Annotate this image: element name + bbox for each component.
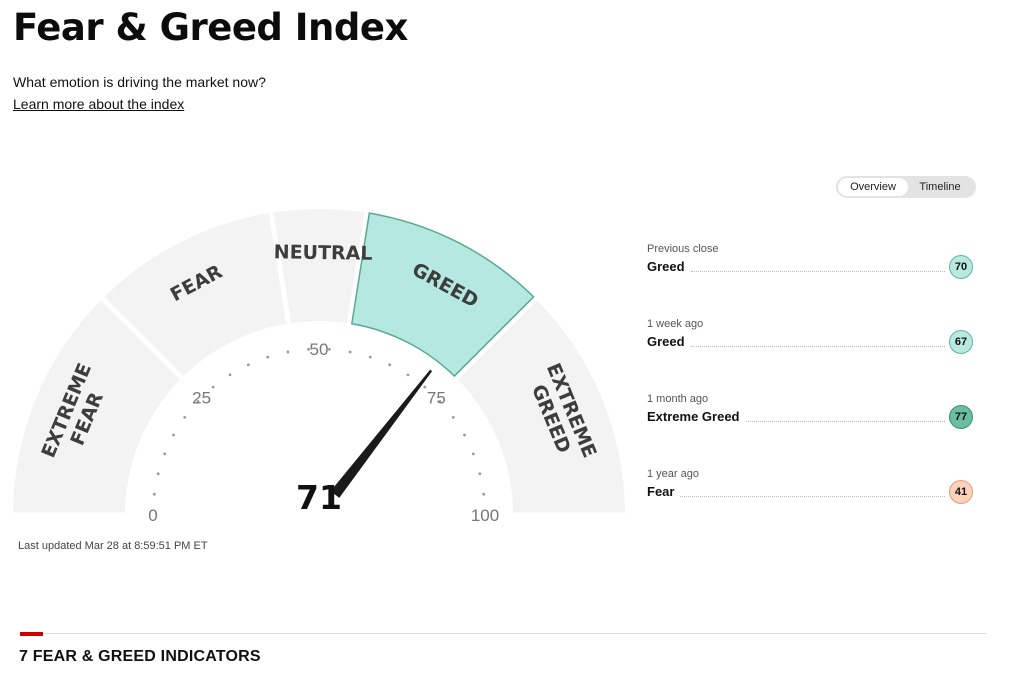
overview-toggle-button[interactable]: Overview xyxy=(838,178,908,196)
gauge-tick-dot xyxy=(451,416,455,419)
last-updated: Last updated Mar 28 at 8:59:51 PM ET xyxy=(18,540,208,552)
gauge-tick-dot xyxy=(463,433,466,437)
gauge-tick-label: 100 xyxy=(471,506,499,525)
gauge-tick-dot xyxy=(172,433,175,437)
gauge-tick-dot xyxy=(266,355,270,359)
page-subtitle: What emotion is driving the market now? xyxy=(13,74,266,90)
gauge-tick-dot xyxy=(228,373,232,377)
history-label: Previous close xyxy=(647,243,719,255)
history-rating: Fear xyxy=(647,484,675,499)
history-leader xyxy=(746,421,945,422)
history-label: 1 month ago xyxy=(647,393,709,405)
gauge-tick-dot xyxy=(471,452,475,456)
history-rating: Greed xyxy=(647,259,685,274)
gauge-tick-dot xyxy=(286,350,290,354)
gauge-tick-label: 25 xyxy=(192,389,211,408)
indicators-section-title: 7 FEAR & GREED INDICATORS xyxy=(19,648,261,665)
gauge-tick-dot xyxy=(348,350,352,354)
history-row-1-year-ago: 1 year ago Fear 41 xyxy=(647,468,977,518)
gauge-zone-greed xyxy=(350,212,535,378)
gauge-zone-extreme-greed xyxy=(457,300,625,513)
gauge-tick-dot xyxy=(196,399,200,403)
history-label: 1 year ago xyxy=(647,468,699,480)
gauge-tick-dot xyxy=(246,363,250,367)
gauge-tick-dot xyxy=(156,472,160,476)
history-leader xyxy=(680,496,945,497)
history-row-previous-close: Previous close Greed 70 xyxy=(647,243,977,293)
history-value-badge: 41 xyxy=(949,480,973,504)
gauge-tick-dot xyxy=(423,385,427,389)
view-toggle: Overview Timeline xyxy=(836,176,976,198)
gauge-value: 71 xyxy=(296,478,342,517)
gauge-tick-dot xyxy=(438,399,442,403)
gauge-tick-dot xyxy=(368,355,372,359)
history-row-1-week-ago: 1 week ago Greed 67 xyxy=(647,318,977,368)
gauge-tick-label: 75 xyxy=(427,389,446,408)
history-leader xyxy=(691,271,945,272)
gauge-tick-dot xyxy=(211,385,215,389)
gauge-zone-fear xyxy=(104,213,287,377)
gauge-tick-label: 0 xyxy=(148,506,157,525)
history-rating: Extreme Greed xyxy=(647,409,740,424)
history-value-badge: 70 xyxy=(949,255,973,279)
gauge-tick-dot xyxy=(328,347,331,351)
history-value-badge: 67 xyxy=(949,330,973,354)
page-title: Fear & Greed Index xyxy=(13,6,408,49)
learn-more-link[interactable]: Learn more about the index xyxy=(13,96,185,112)
section-accent-bar xyxy=(20,632,43,636)
gauge-tick-dot xyxy=(388,363,392,367)
history-rating: Greed xyxy=(647,334,685,349)
gauge-tick-dot xyxy=(152,492,156,496)
gauge-tick-label: 50 xyxy=(310,340,329,359)
history-value-badge: 77 xyxy=(949,405,973,429)
gauge-zone-label-neutral: NEUTRAL xyxy=(274,241,373,265)
history-label: 1 week ago xyxy=(647,318,704,330)
gauge-zone-neutral xyxy=(273,209,365,324)
section-divider xyxy=(18,633,986,634)
gauge-tick-dot xyxy=(478,472,482,476)
history-row-1-month-ago: 1 month ago Extreme Greed 77 xyxy=(647,393,977,443)
gauge-tick-dot xyxy=(406,373,410,377)
gauge-needle xyxy=(330,369,433,498)
timeline-toggle-button[interactable]: Timeline xyxy=(919,181,961,193)
gauge-tick-dot xyxy=(163,452,167,456)
gauge-tick-dot xyxy=(307,347,310,351)
gauge-tick-dot xyxy=(482,492,486,496)
gauge-zone-extreme-fear xyxy=(13,300,181,513)
history-leader xyxy=(691,346,945,347)
gauge-tick-dot xyxy=(183,416,187,419)
